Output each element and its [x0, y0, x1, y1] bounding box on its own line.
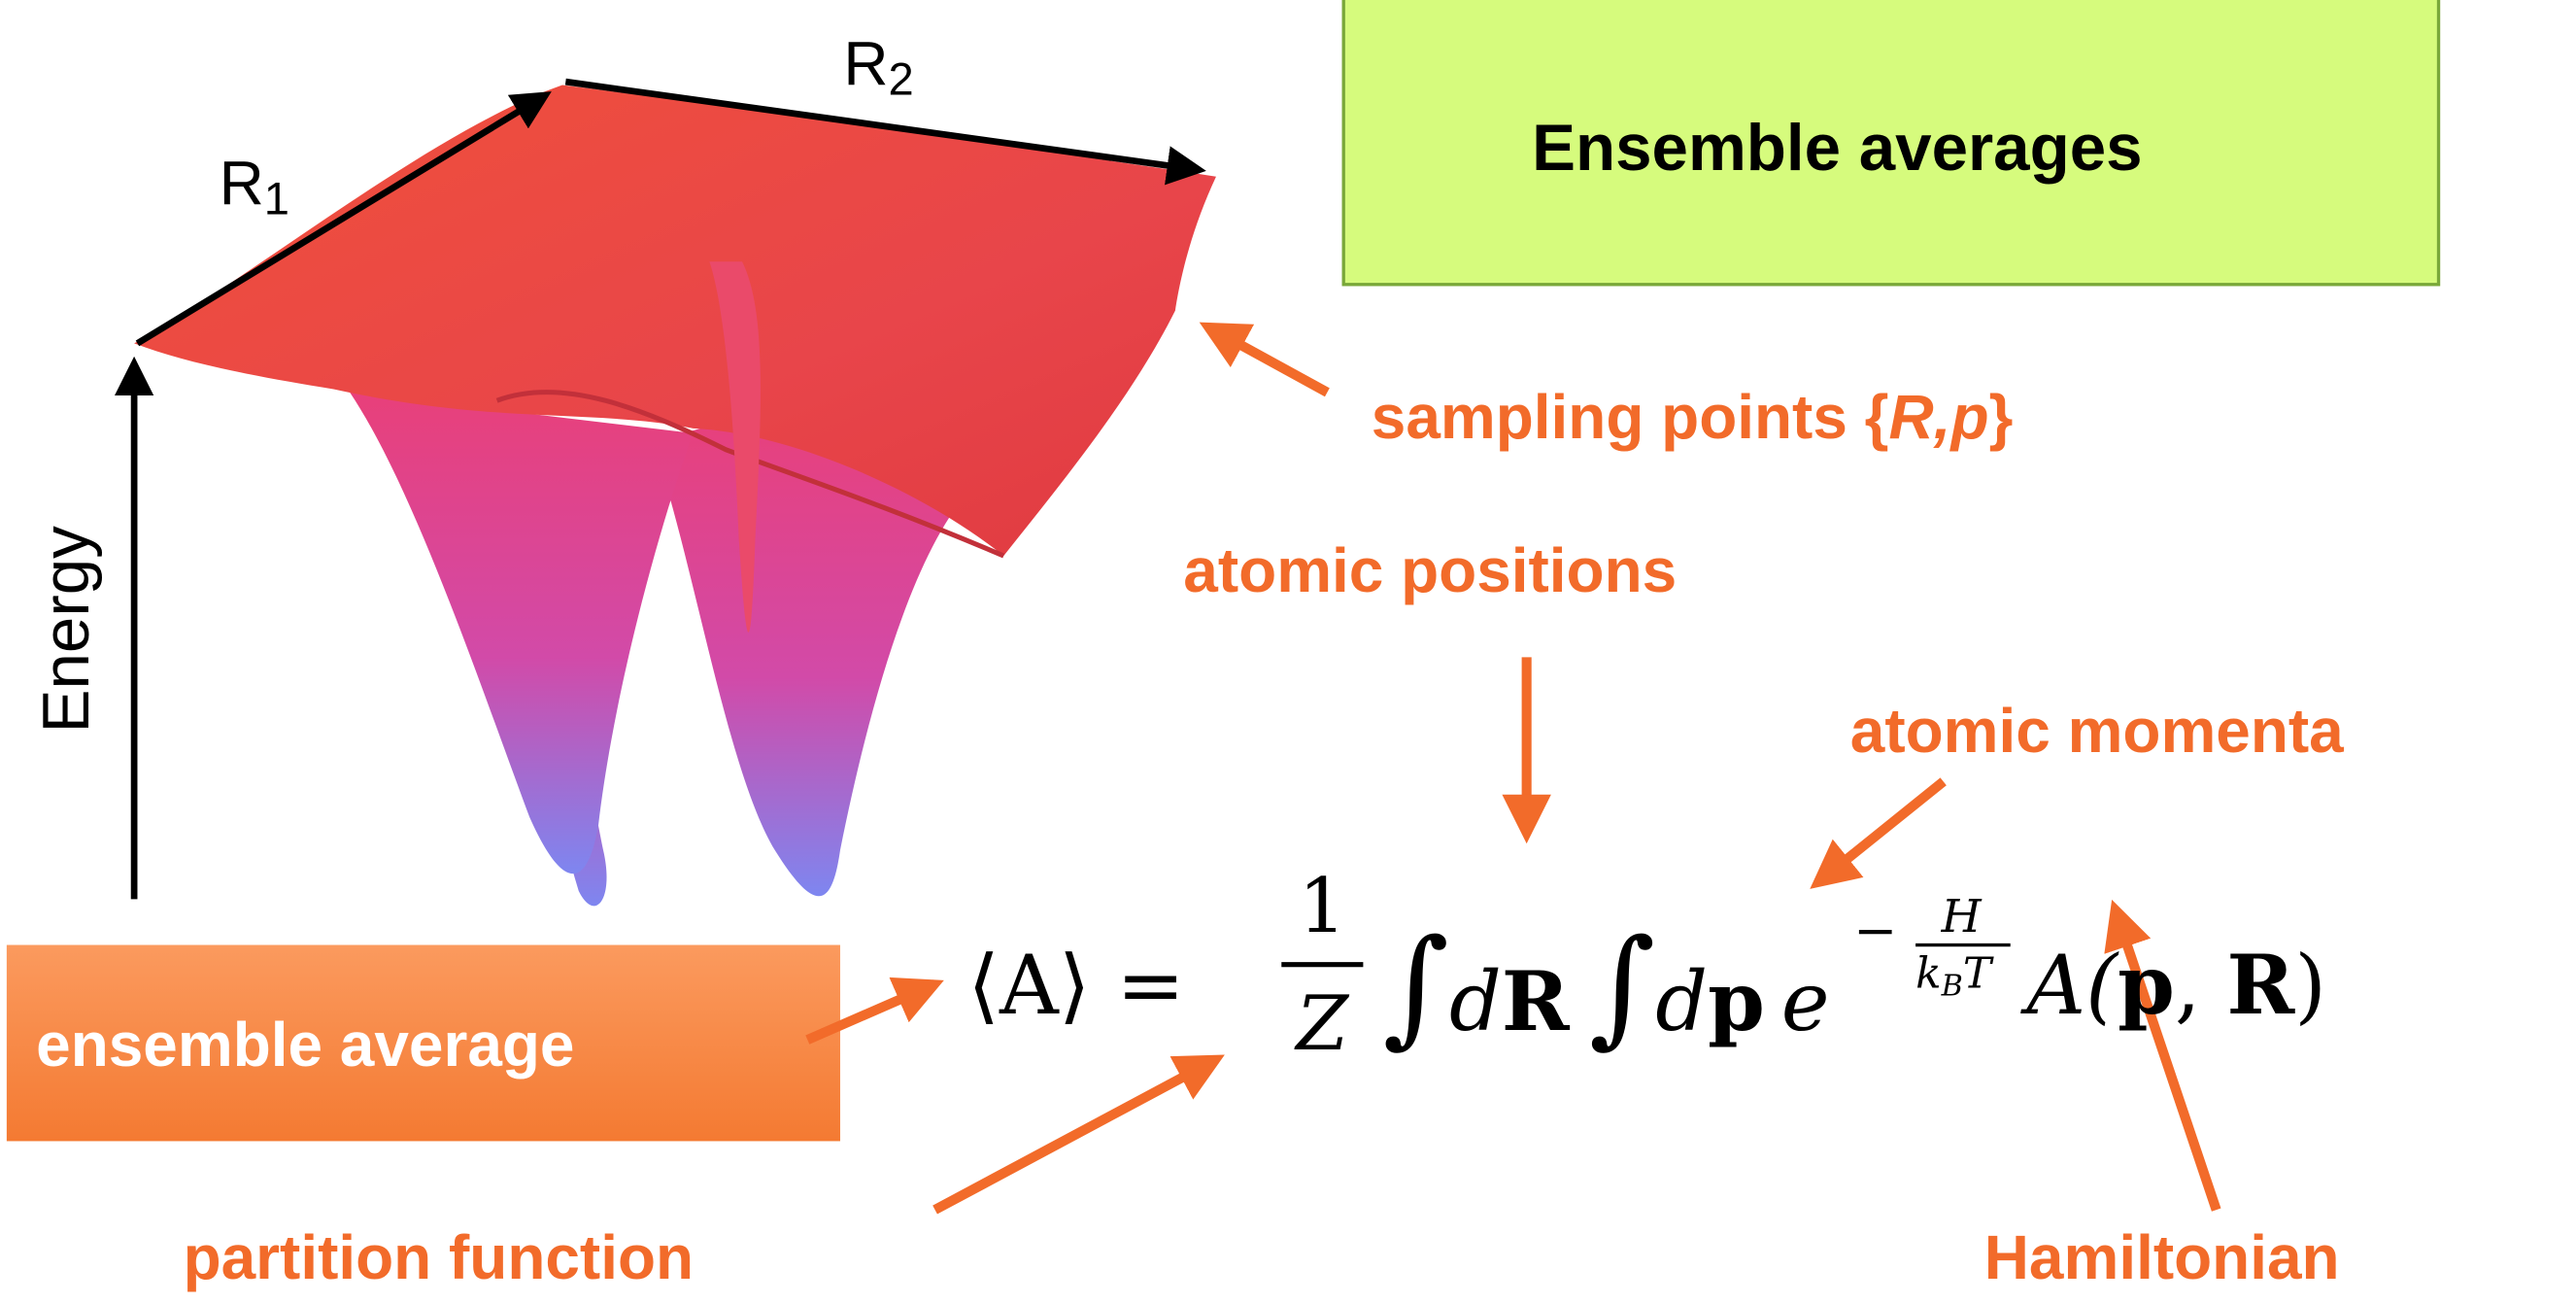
differential: d — [1449, 954, 1502, 1049]
arrow — [1817, 781, 1944, 882]
observable-open: A( — [2020, 938, 2120, 1033]
well — [350, 393, 693, 874]
axis-letter: R — [843, 28, 888, 98]
subscript: B — [1941, 970, 1963, 1004]
arg: R — [2226, 937, 2295, 1033]
energy-label: Energy — [30, 526, 103, 734]
page: { "title": "Ensemble averages", "landsca… — [0, 0, 2576, 1303]
label-part: sampling points { — [1372, 382, 1889, 452]
integral: ∫ — [1383, 911, 1449, 1060]
exponent-sign: − — [1853, 900, 1897, 961]
arrow — [935, 1059, 1216, 1210]
sampling-points-label: sampling points {R,p} — [1372, 382, 2014, 452]
close: ) — [2294, 938, 2326, 1033]
label-part: R,p — [1889, 382, 1989, 452]
numerator: 1 — [1299, 863, 1346, 950]
differential: d — [1655, 954, 1708, 1049]
exponential: e — [1781, 954, 1830, 1049]
comma: , — [2175, 938, 2226, 1033]
variable: p — [1708, 953, 1765, 1049]
integral: ∫ — [1589, 911, 1655, 1060]
k: k — [1915, 948, 1942, 998]
hamiltonian-label: Hamiltonian — [1984, 1222, 2340, 1292]
partition-function-label: partition function — [184, 1222, 694, 1292]
atomic-positions-label: atomic positions — [1183, 535, 1677, 605]
title: Ensemble averages — [1532, 112, 2142, 185]
r2-label: R2 — [843, 28, 913, 104]
slide: Ensemble averages R1 R2 Energy ensemble … — [0, 0, 2576, 1303]
energy-landscape: R1 R2 Energy — [30, 28, 1216, 906]
r1-label: R1 — [220, 148, 289, 223]
variable: R — [1502, 953, 1571, 1049]
exponent-denominator: kBT — [1915, 948, 1994, 1003]
observable: A(p, R) — [2020, 937, 2327, 1033]
axis-index: 2 — [889, 53, 914, 105]
ensemble-average-label: ensemble average — [36, 1010, 574, 1080]
label-part: } — [1989, 382, 2014, 452]
arg: p — [2118, 937, 2175, 1033]
formula-lhs: ⟨A⟩ = — [967, 938, 1185, 1033]
denominator: Z — [1294, 980, 1349, 1068]
atomic-momenta-label: atomic momenta — [1850, 696, 2344, 766]
t: T — [1963, 948, 1994, 998]
arrow — [1208, 327, 1328, 393]
axis-index: 1 — [264, 172, 289, 223]
axis-letter: R — [220, 148, 264, 218]
exponent-numerator: H — [1941, 890, 1983, 943]
